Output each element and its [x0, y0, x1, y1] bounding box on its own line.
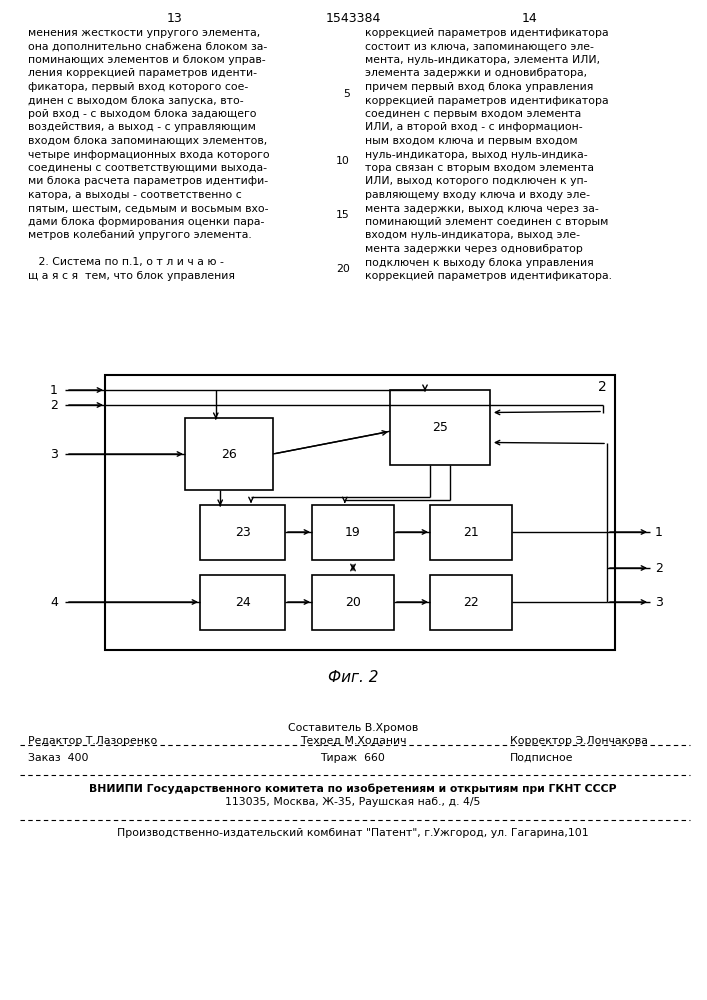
Text: мента задержки, выход ключа через за-: мента задержки, выход ключа через за-	[365, 204, 599, 214]
Bar	[185, 418, 273, 490]
Bar	[390, 390, 490, 465]
Text: подключен к выходу блока управления: подключен к выходу блока управления	[365, 257, 594, 267]
Text: ления коррекцией параметров иденти-: ления коррекцией параметров иденти-	[28, 68, 257, 79]
Text: ИЛИ, выход которого подключен к уп-: ИЛИ, выход которого подключен к уп-	[365, 176, 588, 186]
Text: щ а я с я  тем, что блок управления: щ а я с я тем, что блок управления	[28, 271, 235, 281]
Text: Тираж  660: Тираж 660	[320, 753, 385, 763]
Bar	[200, 575, 285, 630]
Text: ми блока расчета параметров идентифи-: ми блока расчета параметров идентифи-	[28, 176, 268, 186]
Text: мента, нуль-индикатора, элемента ИЛИ,: мента, нуль-индикатора, элемента ИЛИ,	[365, 55, 600, 65]
Text: 20: 20	[336, 264, 350, 274]
Text: ВНИИПИ Государственного комитета по изобретениям и открытиям при ГКНТ СССР: ВНИИПИ Государственного комитета по изоб…	[89, 783, 617, 794]
Bar	[312, 575, 394, 630]
Text: состоит из ключа, запоминающего эле-: состоит из ключа, запоминающего эле-	[365, 41, 594, 51]
Text: причем первый вход блока управления: причем первый вход блока управления	[365, 82, 593, 92]
Text: ным входом ключа и первым входом: ным входом ключа и первым входом	[365, 136, 578, 146]
Text: менения жесткости упругого элемента,: менения жесткости упругого элемента,	[28, 28, 260, 38]
Text: 113035, Москва, Ж-35, Раушская наб., д. 4/5: 113035, Москва, Ж-35, Раушская наб., д. …	[226, 797, 481, 807]
Text: входом блока запоминающих элементов,: входом блока запоминающих элементов,	[28, 136, 267, 146]
Text: Заказ  400: Заказ 400	[28, 753, 88, 763]
Text: тора связан с вторым входом элемента: тора связан с вторым входом элемента	[365, 163, 594, 173]
Text: Подписное: Подписное	[510, 753, 573, 763]
Text: Фиг. 2: Фиг. 2	[328, 670, 378, 685]
Text: коррекцией параметров идентификатора: коррекцией параметров идентификатора	[365, 28, 609, 38]
Text: коррекцией параметров идентификатора: коррекцией параметров идентификатора	[365, 96, 609, 105]
Text: четыре информационных входа которого: четыре информационных входа которого	[28, 149, 269, 159]
Text: 23: 23	[235, 526, 250, 539]
Text: она дополнительно снабжена блоком за-: она дополнительно снабжена блоком за-	[28, 41, 267, 51]
Text: 1: 1	[50, 384, 58, 397]
Text: 3: 3	[50, 448, 58, 461]
Text: 2. Система по п.1, о т л и ч а ю -: 2. Система по п.1, о т л и ч а ю -	[28, 257, 224, 267]
Text: фикатора, первый вход которого сое-: фикатора, первый вход которого сое-	[28, 82, 248, 92]
Text: 2: 2	[50, 399, 58, 412]
Text: 14: 14	[522, 12, 538, 25]
Text: Составитель В.Хромов: Составитель В.Хромов	[288, 723, 418, 733]
Text: 21: 21	[463, 526, 479, 539]
Text: ИЛИ, а второй вход - с информацион-: ИЛИ, а второй вход - с информацион-	[365, 122, 583, 132]
Bar	[105, 375, 615, 650]
Text: Техред М.Ходанич: Техред М.Ходанич	[300, 736, 407, 746]
Text: 24: 24	[235, 596, 250, 609]
Text: поминающих элементов и блоком управ-: поминающих элементов и блоком управ-	[28, 55, 266, 65]
Bar	[430, 575, 512, 630]
Text: Редактор Т.Лазоренко: Редактор Т.Лазоренко	[28, 736, 157, 746]
Text: дами блока формирования оценки пара-: дами блока формирования оценки пара-	[28, 217, 264, 227]
Text: равляющему входу ключа и входу эле-: равляющему входу ключа и входу эле-	[365, 190, 590, 200]
Text: соединены с соответствующими выхода-: соединены с соответствующими выхода-	[28, 163, 267, 173]
Text: воздействия, а выход - с управляющим: воздействия, а выход - с управляющим	[28, 122, 256, 132]
Text: мента задержки через одновибратор: мента задержки через одновибратор	[365, 244, 583, 254]
Bar	[430, 505, 512, 560]
Text: 1543384: 1543384	[325, 12, 380, 25]
Text: 2: 2	[655, 562, 663, 575]
Text: 22: 22	[463, 596, 479, 609]
Text: 19: 19	[345, 526, 361, 539]
Text: Корректор Э.Лончакова: Корректор Э.Лончакова	[510, 736, 648, 746]
Text: рой вход - с выходом блока задающего: рой вход - с выходом блока задающего	[28, 109, 257, 119]
Text: поминающий элемент соединен с вторым: поминающий элемент соединен с вторым	[365, 217, 609, 227]
Text: коррекцией параметров идентификатора.: коррекцией параметров идентификатора.	[365, 271, 612, 281]
Text: 2: 2	[598, 380, 607, 394]
Text: 25: 25	[432, 421, 448, 434]
Text: 10: 10	[336, 156, 350, 166]
Bar	[200, 505, 285, 560]
Text: 5: 5	[343, 89, 350, 99]
Bar	[312, 505, 394, 560]
Text: метров колебаний упругого элемента.: метров колебаний упругого элемента.	[28, 231, 252, 240]
Text: 4: 4	[50, 596, 58, 609]
Text: элемента задержки и одновибратора,: элемента задержки и одновибратора,	[365, 68, 587, 79]
Text: 20: 20	[345, 596, 361, 609]
Text: 1: 1	[655, 526, 663, 539]
Text: Производственно-издательский комбинат "Патент", г.Ужгород, ул. Гагарина,101: Производственно-издательский комбинат "П…	[117, 828, 589, 838]
Text: нуль-индикатора, выход нуль-индика-: нуль-индикатора, выход нуль-индика-	[365, 149, 588, 159]
Text: 15: 15	[337, 210, 350, 220]
Text: соединен с первым входом элемента: соединен с первым входом элемента	[365, 109, 581, 119]
Text: пятым, шестым, седьмым и восьмым вхо-: пятым, шестым, седьмым и восьмым вхо-	[28, 204, 269, 214]
Text: динен с выходом блока запуска, вто-: динен с выходом блока запуска, вто-	[28, 96, 244, 105]
Text: входом нуль-индикатора, выход эле-: входом нуль-индикатора, выход эле-	[365, 231, 580, 240]
Text: катора, а выходы - соответственно с: катора, а выходы - соответственно с	[28, 190, 242, 200]
Text: 3: 3	[655, 596, 663, 609]
Text: 26: 26	[221, 448, 237, 460]
Text: 13: 13	[167, 12, 183, 25]
